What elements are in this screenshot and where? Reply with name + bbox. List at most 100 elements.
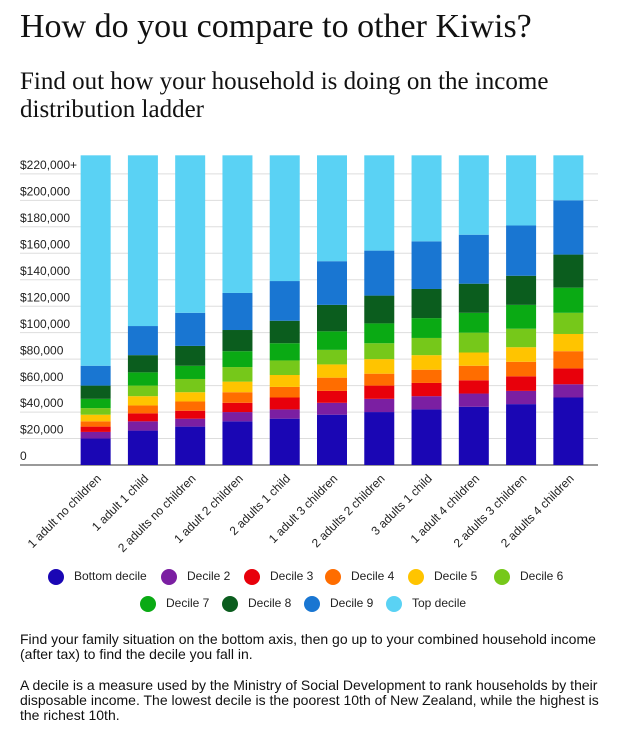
bar-segment xyxy=(175,155,206,313)
legend-marker xyxy=(304,596,320,612)
y-tick-label: $80,000 xyxy=(20,343,64,357)
legend-label: Decile 5 xyxy=(434,569,478,583)
bar-segment xyxy=(411,155,442,242)
note: Find your family situation on the bottom… xyxy=(20,631,596,662)
bar-segment xyxy=(364,155,395,251)
bar-segment xyxy=(317,304,347,332)
bar-segment xyxy=(175,410,206,419)
bar-segment xyxy=(364,323,395,344)
bar-segment xyxy=(127,385,158,397)
bar-segment xyxy=(269,320,300,344)
bar-segment xyxy=(553,155,584,201)
bar-segment xyxy=(458,234,489,284)
legend-label: Decile 4 xyxy=(351,569,395,583)
bar-segment xyxy=(222,421,253,465)
y-tick-label: $140,000 xyxy=(20,264,70,278)
bar-segment xyxy=(175,312,206,346)
bar-segment xyxy=(506,304,537,329)
bar-segment xyxy=(506,275,537,305)
bar-segment xyxy=(222,392,253,403)
bar-segment xyxy=(80,365,111,386)
y-tick-label: $60,000 xyxy=(20,370,64,384)
bar-segment xyxy=(364,412,395,465)
bar-segment xyxy=(222,155,253,293)
bar-segment xyxy=(553,397,584,465)
bar-segment xyxy=(80,385,111,399)
bar-segment xyxy=(317,390,347,403)
legend-label: Decile 2 xyxy=(187,569,231,583)
bar-segment xyxy=(317,261,347,305)
bar-segment xyxy=(364,398,395,413)
bar-segment xyxy=(411,355,442,370)
bar-segment xyxy=(553,312,584,334)
bar-segment xyxy=(458,312,489,333)
bar-segment xyxy=(80,421,111,427)
bar-segment xyxy=(458,352,489,366)
bar-segment xyxy=(222,402,253,413)
bar-segment xyxy=(458,406,489,465)
bar-segment xyxy=(222,292,253,331)
bar-segment xyxy=(127,155,158,327)
bar-segment xyxy=(269,375,300,387)
bar-segment xyxy=(175,392,206,402)
bar-segment xyxy=(175,426,206,465)
bar-segment xyxy=(127,405,158,414)
bar-segment xyxy=(364,295,395,324)
legend-label: Decile 6 xyxy=(520,569,564,583)
bar-segment xyxy=(269,386,300,398)
bar-segment xyxy=(175,418,206,427)
bar-segment xyxy=(127,413,158,422)
y-tick-label: $160,000 xyxy=(20,237,70,251)
legend-label: Decile 8 xyxy=(248,596,292,610)
bar-segment xyxy=(127,421,158,431)
legend-marker xyxy=(408,569,424,585)
bar-segment xyxy=(458,283,489,313)
bar-segment xyxy=(506,225,537,276)
legend-marker xyxy=(222,596,238,612)
bar-segment xyxy=(458,393,489,407)
bar-segment xyxy=(127,326,158,356)
legend-label: Bottom decile xyxy=(74,569,147,583)
y-tick-label: $220,000+ xyxy=(20,158,77,172)
bar-segment xyxy=(364,385,395,399)
bar-segment xyxy=(506,404,537,465)
y-tick-label: $200,000 xyxy=(20,184,70,198)
bar-segment xyxy=(553,333,584,352)
bar-segment xyxy=(411,409,442,465)
bar-segment xyxy=(411,382,442,397)
bar-segment xyxy=(458,155,489,235)
legend-marker xyxy=(325,569,341,585)
legend-marker xyxy=(140,596,156,612)
bar-segment xyxy=(411,337,442,356)
bar-segment xyxy=(364,343,395,360)
bar-segment xyxy=(553,287,584,313)
legend-label: Top decile xyxy=(412,596,466,610)
bar-segment xyxy=(127,372,158,386)
bar-segment xyxy=(506,155,537,226)
bar-segment xyxy=(222,381,253,393)
bar-segment xyxy=(364,250,395,296)
bar-segment xyxy=(506,328,537,348)
bar-segment xyxy=(411,288,442,319)
bar-segment xyxy=(317,402,347,415)
bar-segment xyxy=(411,396,442,410)
bar-segment xyxy=(553,254,584,288)
bar-segment xyxy=(458,380,489,394)
bar-segment xyxy=(553,368,584,385)
bar-segment xyxy=(269,409,300,419)
y-tick-label: $180,000 xyxy=(20,211,70,225)
legend-marker xyxy=(244,569,260,585)
legend-label: Decile 9 xyxy=(330,596,374,610)
bar-segment xyxy=(269,418,300,465)
bar-segment xyxy=(222,412,253,422)
legend-marker xyxy=(161,569,177,585)
bar-segment xyxy=(506,347,537,362)
bar-segment xyxy=(127,396,158,406)
bar-segment xyxy=(269,155,300,282)
bar-segment xyxy=(553,200,584,255)
x-tick-label: 1 adult no children xyxy=(25,471,104,550)
bar-segment xyxy=(458,365,489,381)
bar-segment xyxy=(458,332,489,353)
bar-segment xyxy=(269,397,300,410)
